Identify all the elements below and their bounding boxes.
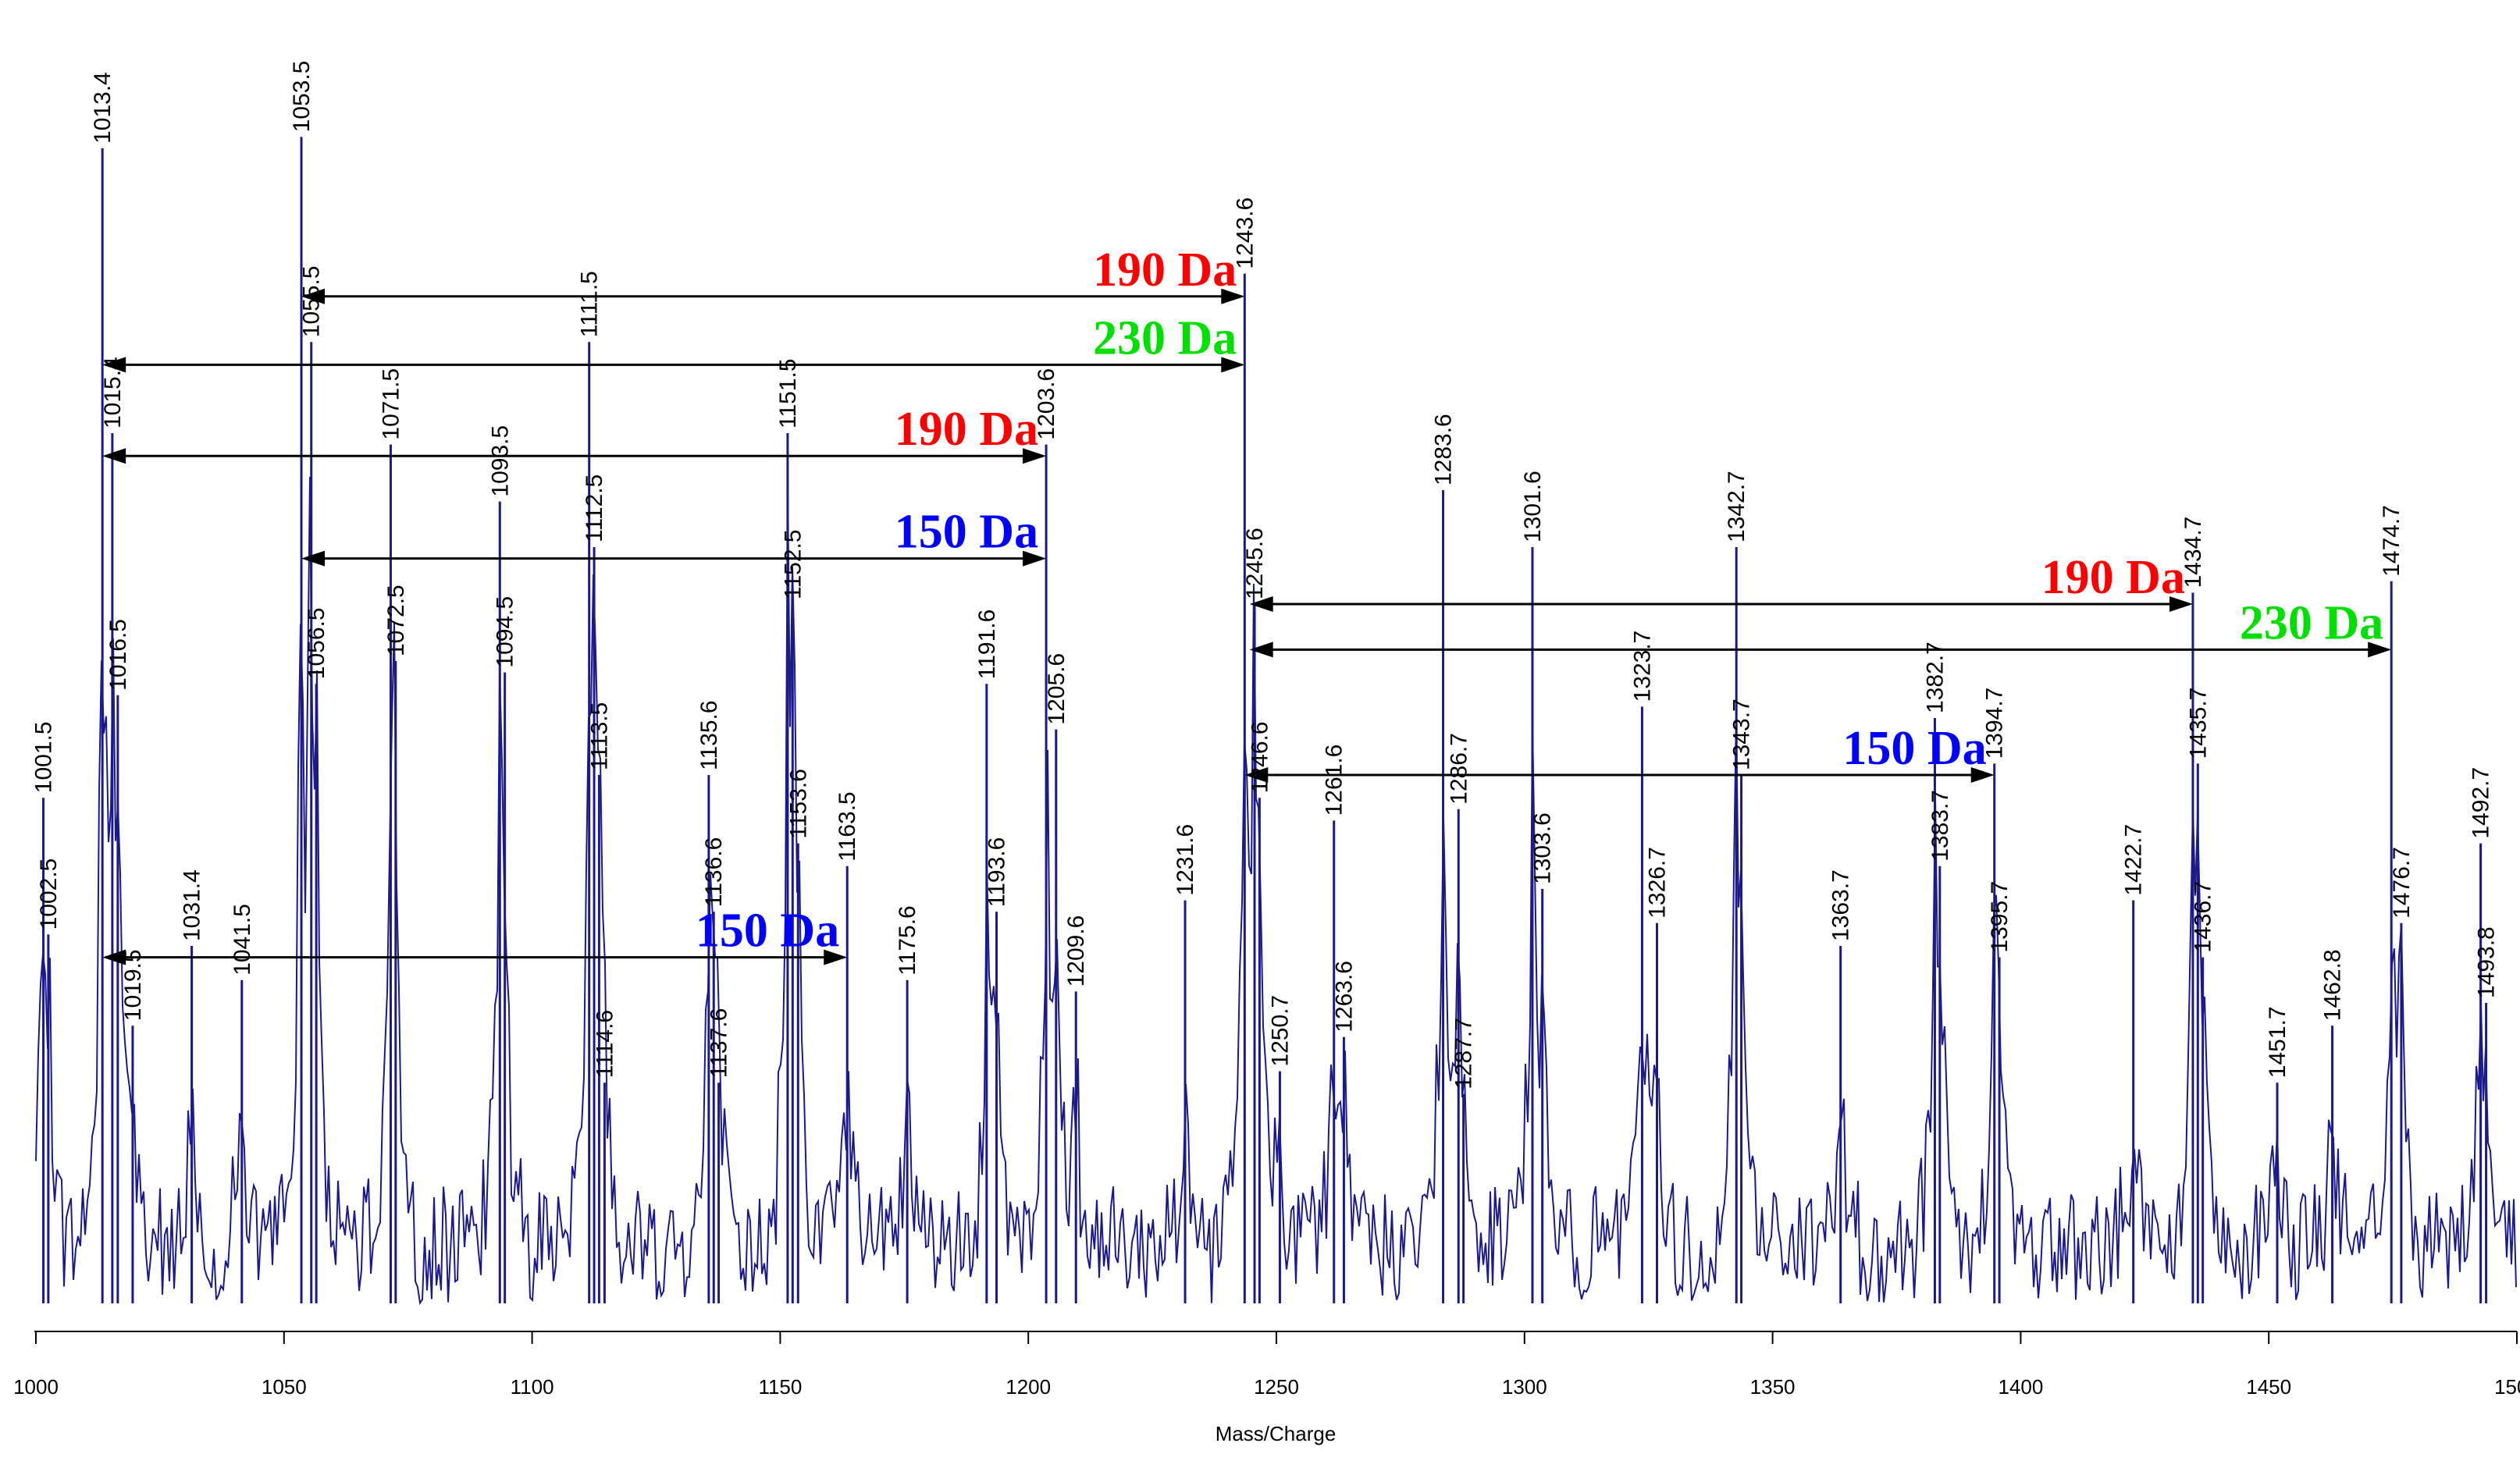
spectrum-baseline-trace bbox=[35, 476, 2517, 1306]
peak-label: 1191.6 bbox=[974, 610, 1000, 680]
x-tick-label: 1000 bbox=[13, 1375, 59, 1399]
mass-difference-annotations: 190 Da 230 Da 190 Da 150 Da 190 Da 230 Da 150 … bbox=[102, 244, 2392, 965]
peak-label: 1422.7 bbox=[2121, 824, 2147, 896]
x-tick-label: 1300 bbox=[1502, 1375, 1547, 1399]
peak-label: 1245.6 bbox=[1242, 528, 1268, 599]
peak-label: 1493.8 bbox=[2474, 926, 2500, 998]
peak-label: 1287.7 bbox=[1451, 1018, 1477, 1090]
peak-label: 1094.5 bbox=[493, 596, 518, 668]
x-tick-label: 1350 bbox=[1750, 1375, 1796, 1399]
peak-label: 1175.6 bbox=[895, 905, 920, 976]
mass-difference-arrow: 230 Da bbox=[102, 311, 1245, 373]
peak-label: 1205.6 bbox=[1044, 653, 1070, 725]
mass-difference-arrow: 190 Da bbox=[301, 244, 1245, 304]
peak-label: 1261.6 bbox=[1322, 745, 1347, 816]
mass-difference-arrow: 190 Da bbox=[102, 403, 1047, 464]
peak-label: 1111.5 bbox=[577, 271, 603, 337]
peak-labels: 1001.51002.51013.41015.41016.51019.51031… bbox=[31, 61, 2500, 1090]
peak-label: 1323.7 bbox=[1629, 631, 1655, 702]
mass-difference-arrow: 190 Da bbox=[1249, 551, 2193, 612]
peak-label: 1209.6 bbox=[1063, 915, 1089, 987]
mass-difference-label: 230 Da bbox=[1093, 311, 1237, 364]
mass-difference-label: 150 Da bbox=[1842, 722, 1986, 775]
peak-label: 1151.5 bbox=[775, 358, 801, 428]
peak-label: 1093.5 bbox=[487, 425, 513, 497]
x-tick-label: 1250 bbox=[1254, 1375, 1299, 1399]
peak-label: 1193.6 bbox=[984, 837, 1010, 908]
x-axis: 1000 1050 1100 1150 1200 1250 1300 1350 1400 1450… bbox=[13, 1331, 2520, 1399]
peak-label: 1342.7 bbox=[1724, 471, 1749, 542]
peak-label: 1263.6 bbox=[1331, 961, 1357, 1033]
peak-label: 1343.7 bbox=[1729, 699, 1755, 770]
peak-label: 1301.6 bbox=[1520, 471, 1546, 542]
x-tick-label: 1100 bbox=[511, 1375, 554, 1399]
peak-label: 1041.5 bbox=[230, 904, 255, 976]
mass-difference-arrow: 150 Da bbox=[1244, 722, 1995, 783]
mass-difference-label: 150 Da bbox=[895, 506, 1038, 559]
peak-label: 1436.7 bbox=[2191, 881, 2216, 953]
peak-label: 1462.8 bbox=[2320, 949, 2346, 1021]
peak-label: 1303.6 bbox=[1530, 812, 1556, 884]
mass-difference-label: 230 Da bbox=[2240, 596, 2383, 649]
peak-label: 1016.5 bbox=[105, 619, 131, 691]
peak-label: 1112.5 bbox=[582, 475, 607, 542]
peak-label: 1246.6 bbox=[1247, 721, 1272, 793]
peak-label: 1013.4 bbox=[90, 72, 116, 144]
x-tick-label: 1450 bbox=[2246, 1375, 2291, 1399]
mass-difference-arrow: 230 Da bbox=[1249, 596, 2392, 658]
peak-label: 1135.6 bbox=[696, 700, 722, 770]
peak-label: 1382.7 bbox=[1922, 642, 1948, 713]
peak-label: 1136.6 bbox=[701, 837, 727, 908]
x-tick-label: 1400 bbox=[1998, 1375, 2043, 1399]
peak-label: 1476.7 bbox=[2389, 847, 2415, 919]
mass-difference-label: 190 Da bbox=[1093, 244, 1237, 297]
peak-label: 1153.6 bbox=[785, 769, 811, 839]
mass-difference-label: 190 Da bbox=[2041, 551, 2185, 604]
spectrum-peaks bbox=[42, 137, 2488, 1303]
peak-label: 1056.5 bbox=[304, 607, 329, 679]
peak-label: 1072.5 bbox=[383, 585, 409, 656]
peak-label: 1071.5 bbox=[378, 368, 404, 440]
peak-label: 1137.6 bbox=[707, 1008, 732, 1079]
peak-label: 1243.6 bbox=[1232, 197, 1258, 269]
peak-label: 1250.7 bbox=[1267, 995, 1293, 1067]
peak-label: 1383.7 bbox=[1927, 790, 1953, 862]
peak-label: 1435.7 bbox=[2185, 688, 2211, 759]
peak-label: 1001.5 bbox=[31, 721, 57, 793]
peak-label: 1002.5 bbox=[36, 858, 62, 930]
x-tick-label: 1150 bbox=[758, 1375, 802, 1399]
peak-label: 1203.6 bbox=[1034, 368, 1059, 440]
peak-label: 1395.7 bbox=[1987, 881, 2013, 953]
peak-label: 1113.5 bbox=[586, 702, 612, 770]
peak-label: 1031.4 bbox=[180, 869, 205, 941]
peak-label: 1451.7 bbox=[2265, 1006, 2290, 1078]
peak-label: 1286.7 bbox=[1446, 733, 1472, 805]
baseline-noise bbox=[35, 476, 2517, 1306]
mass-difference-label: 150 Da bbox=[696, 905, 839, 958]
peak-label: 1434.7 bbox=[2180, 517, 2206, 588]
peak-label: 1114.6 bbox=[592, 1010, 618, 1078]
peak-label: 1326.7 bbox=[1645, 847, 1671, 919]
mass-difference-arrow: 150 Da bbox=[301, 506, 1047, 567]
mass-difference-label: 190 Da bbox=[895, 403, 1038, 456]
peak-label: 1394.7 bbox=[1982, 688, 2008, 759]
peak-label: 1283.6 bbox=[1431, 414, 1457, 485]
x-tick-label: 1050 bbox=[262, 1375, 307, 1399]
peak-label: 1474.7 bbox=[2379, 505, 2404, 577]
mass-difference-arrow: 150 Da bbox=[102, 905, 848, 965]
peak-label: 1152.5 bbox=[780, 529, 806, 599]
peak-label: 1231.6 bbox=[1173, 824, 1198, 896]
peak-label: 1363.7 bbox=[1828, 869, 1854, 941]
x-tick-label: 1200 bbox=[1006, 1375, 1051, 1399]
x-axis-label: Mass/Charge bbox=[1216, 1422, 1337, 1445]
peak-label: 1053.5 bbox=[289, 61, 315, 133]
peak-label: 1492.7 bbox=[2468, 767, 2494, 839]
peak-label: 1163.5 bbox=[835, 791, 860, 862]
x-tick-label: 1500 bbox=[2494, 1375, 2520, 1399]
